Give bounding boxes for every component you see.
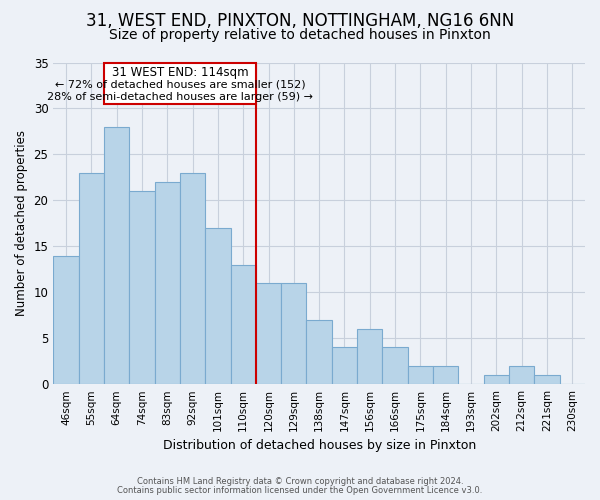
Bar xyxy=(79,173,104,384)
Text: Contains public sector information licensed under the Open Government Licence v3: Contains public sector information licen… xyxy=(118,486,482,495)
Bar xyxy=(205,228,230,384)
Bar xyxy=(307,320,332,384)
Bar xyxy=(332,348,357,384)
Bar xyxy=(155,182,180,384)
Bar xyxy=(180,173,205,384)
Bar xyxy=(104,127,129,384)
Y-axis label: Number of detached properties: Number of detached properties xyxy=(15,130,28,316)
X-axis label: Distribution of detached houses by size in Pinxton: Distribution of detached houses by size … xyxy=(163,440,476,452)
Bar xyxy=(382,348,408,384)
Bar xyxy=(509,366,535,384)
Bar xyxy=(433,366,458,384)
Text: 28% of semi-detached houses are larger (59) →: 28% of semi-detached houses are larger (… xyxy=(47,92,313,102)
FancyBboxPatch shape xyxy=(104,62,256,104)
Bar xyxy=(484,375,509,384)
Bar xyxy=(53,256,79,384)
Bar xyxy=(535,375,560,384)
Bar xyxy=(357,329,382,384)
Text: ← 72% of detached houses are smaller (152): ← 72% of detached houses are smaller (15… xyxy=(55,80,305,90)
Bar xyxy=(129,191,155,384)
Text: 31 WEST END: 114sqm: 31 WEST END: 114sqm xyxy=(112,66,248,79)
Bar xyxy=(408,366,433,384)
Bar xyxy=(281,283,307,384)
Text: Contains HM Land Registry data © Crown copyright and database right 2024.: Contains HM Land Registry data © Crown c… xyxy=(137,478,463,486)
Bar xyxy=(256,283,281,384)
Bar xyxy=(230,264,256,384)
Text: Size of property relative to detached houses in Pinxton: Size of property relative to detached ho… xyxy=(109,28,491,42)
Text: 31, WEST END, PINXTON, NOTTINGHAM, NG16 6NN: 31, WEST END, PINXTON, NOTTINGHAM, NG16 … xyxy=(86,12,514,30)
